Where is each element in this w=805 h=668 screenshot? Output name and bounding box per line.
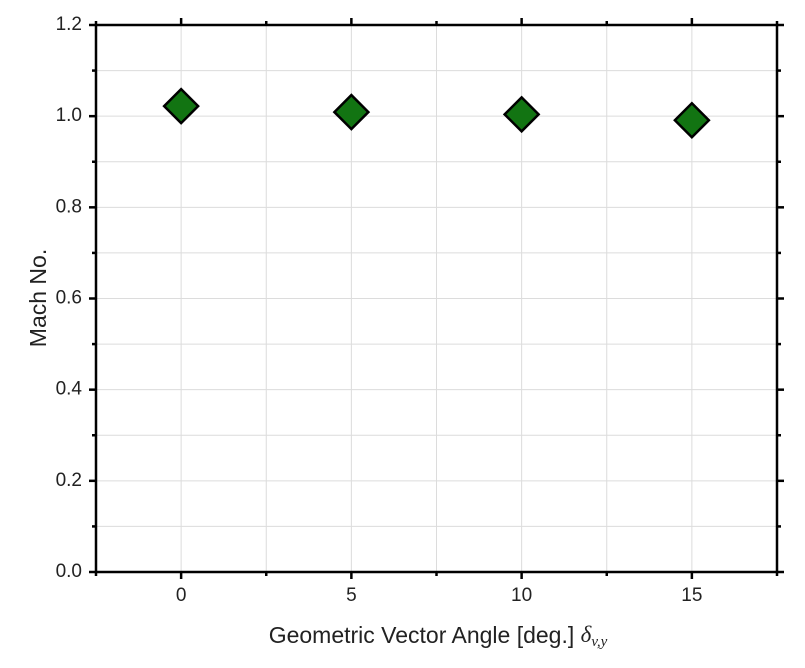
x-tick-label: 5 (346, 585, 357, 606)
marks (162, 87, 711, 140)
y-tick-label: 0.4 (56, 379, 83, 400)
y-tick-label: 0.0 (56, 561, 82, 582)
marker (162, 87, 200, 125)
y-tick-label: 1.0 (56, 105, 82, 126)
y-axis-title: Mach No. (25, 249, 51, 347)
marker (332, 93, 371, 131)
marker (502, 95, 541, 134)
x-tick-label: 10 (511, 585, 532, 606)
x-axis-title: Geometric Vector Angle [deg.] δv,y (269, 622, 608, 650)
marker (673, 101, 711, 140)
x-axis-title-text: Geometric Vector Angle [deg.] (269, 622, 575, 648)
y-tick-label: 0.8 (56, 196, 82, 217)
x-tick-label: 15 (681, 585, 702, 606)
y-tick-label: 0.6 (56, 288, 82, 309)
x-axis-symbol: δ (581, 622, 592, 647)
x-axis-subscript: v,y (591, 634, 607, 650)
y-tick-label: 1.2 (56, 14, 82, 35)
y-tick-label: 0.2 (56, 470, 82, 491)
x-tick-label: 0 (176, 585, 187, 606)
